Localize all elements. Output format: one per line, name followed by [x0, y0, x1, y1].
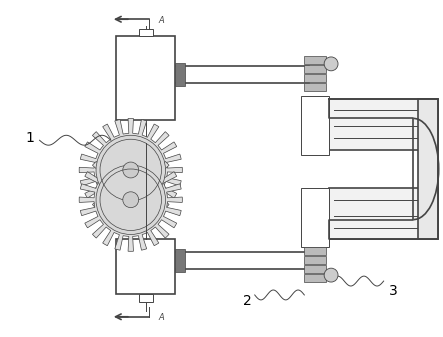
Text: A: A: [159, 16, 164, 25]
Bar: [418, 99, 438, 239]
Bar: [175, 63, 185, 86]
Bar: [301, 96, 329, 155]
Bar: [329, 188, 438, 239]
Circle shape: [123, 162, 139, 178]
Bar: [304, 65, 326, 73]
Bar: [304, 83, 326, 91]
Circle shape: [96, 165, 166, 235]
Circle shape: [324, 268, 338, 282]
Text: 1: 1: [25, 131, 34, 145]
Text: 3: 3: [389, 284, 398, 298]
Bar: [329, 99, 418, 118]
Text: A: A: [159, 313, 164, 322]
Bar: [175, 249, 185, 272]
Bar: [139, 294, 152, 302]
Circle shape: [123, 192, 139, 208]
Circle shape: [324, 57, 338, 71]
Bar: [139, 29, 152, 36]
Polygon shape: [79, 118, 183, 221]
Bar: [116, 36, 175, 120]
Bar: [304, 265, 326, 273]
Bar: [304, 247, 326, 255]
Bar: [329, 220, 418, 239]
Circle shape: [96, 135, 166, 205]
Polygon shape: [79, 148, 183, 251]
Bar: [301, 188, 329, 247]
Bar: [116, 239, 175, 294]
Bar: [304, 56, 326, 64]
Bar: [304, 274, 326, 282]
Bar: [329, 99, 438, 150]
Text: 2: 2: [243, 294, 252, 308]
Bar: [304, 74, 326, 82]
Bar: [304, 256, 326, 264]
